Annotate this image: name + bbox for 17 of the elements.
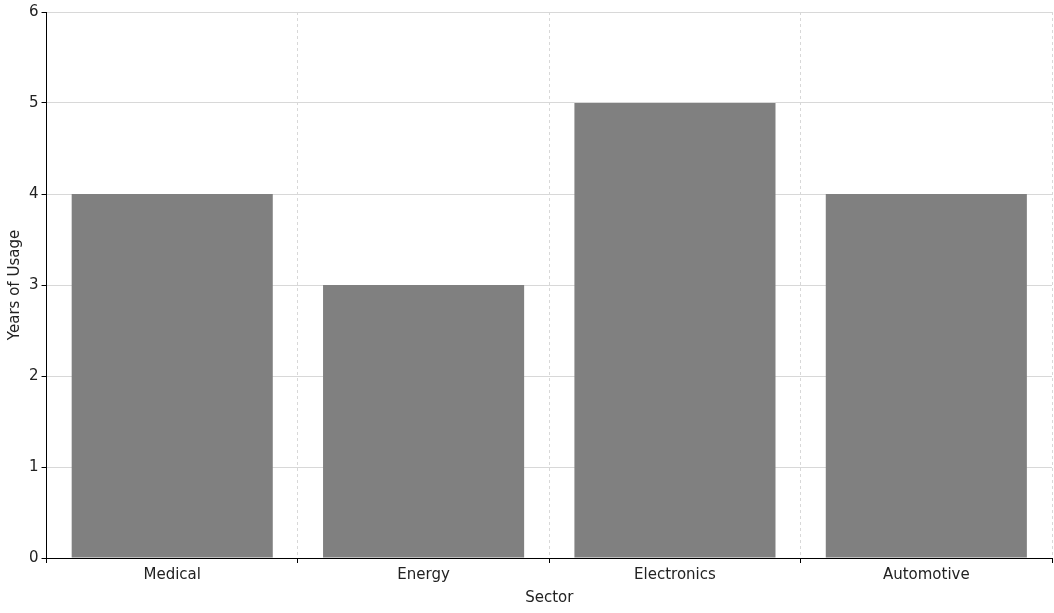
x-tick-label: Electronics [634,564,717,583]
y-axis-title: Years of Usage [4,229,23,342]
bar [71,194,273,558]
y-tick-label: 3 [29,274,39,293]
y-tick-label: 2 [29,365,39,384]
x-tick-label: Medical [143,564,201,583]
y-tick-label: 5 [29,92,39,111]
bar [323,285,525,558]
y-tick-label: 4 [29,183,39,202]
x-tick-label: Energy [397,564,450,583]
y-tick-label: 6 [29,1,39,20]
y-tick-label: 1 [29,456,39,475]
x-tick-label: Automotive [882,564,970,583]
bar [574,103,776,558]
x-axis-title: Sector [525,587,575,606]
bar [825,194,1027,558]
y-tick-label: 0 [29,547,39,566]
